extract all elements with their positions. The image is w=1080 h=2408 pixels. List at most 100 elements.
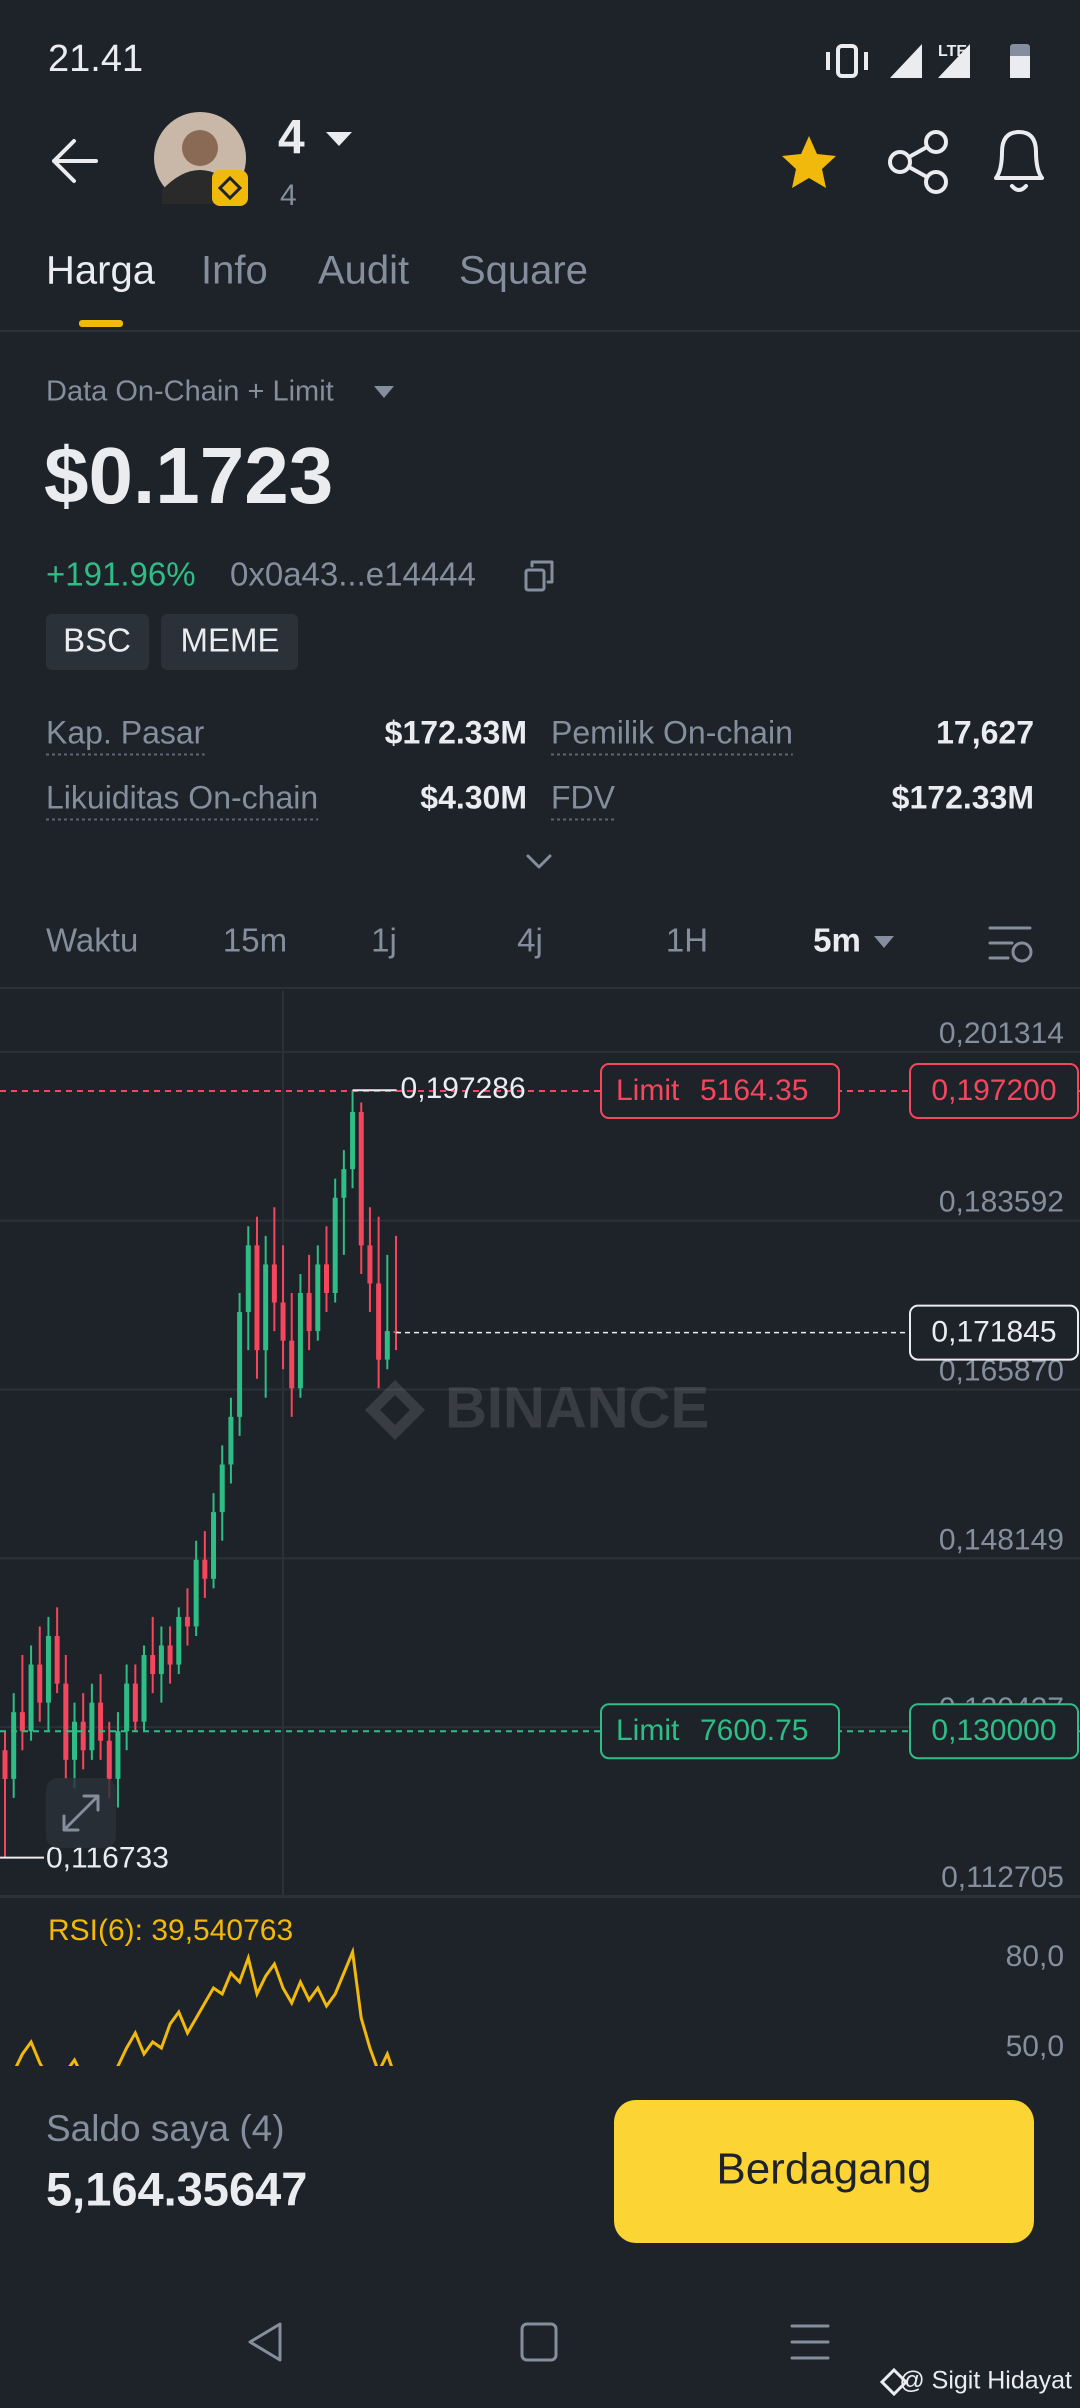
token-title[interactable]: 4 [278,112,305,165]
expand-stats[interactable] [526,854,552,869]
candle-body [271,1264,277,1303]
candle-body [80,1721,86,1751]
candle-body [19,1712,25,1732]
divider [0,987,1080,989]
tab-square[interactable]: Square [459,249,588,293]
tab-info[interactable]: Info [201,249,268,293]
candle-body [2,1750,8,1779]
alert-bell[interactable] [994,130,1044,192]
token-avatar [154,112,248,206]
candle-body [306,1293,312,1332]
candle-body [315,1264,321,1332]
stat-label[interactable]: Likuiditas On-chain [46,779,318,815]
title-dropdown[interactable] [326,132,352,146]
price-change: +191.96% [46,556,196,593]
candle-body [11,1712,17,1779]
price-value: $0.1723 [44,431,333,520]
candle-body [54,1635,60,1684]
limit-label: Limit [616,1714,680,1747]
stat-label[interactable]: Kap. Pasar [46,714,205,750]
stat-value: 17,627 [936,714,1034,750]
candle-body [72,1721,78,1760]
interval[interactable]: 15m [223,922,287,959]
candle-body [323,1264,329,1294]
status-time: 21.41 [48,38,143,80]
limit-label: Limit [616,1074,680,1107]
credit-icon [879,2367,909,2397]
high-label: 0,197286 [401,1072,526,1105]
candle-body [106,1740,112,1779]
chart-settings[interactable] [988,926,1033,963]
candle-body [132,1683,138,1722]
candle-body [37,1664,43,1703]
trade-button[interactable] [614,2100,1034,2243]
divider [0,330,1080,332]
tag-bg [46,614,149,670]
tab-indicator [79,320,123,327]
candle-body [184,1616,190,1627]
candle-body [263,1264,269,1351]
trade-button-label[interactable]: Berdagang [716,2145,931,2194]
candle-body [115,1731,121,1779]
limit-price: 0,197200 [931,1074,1056,1107]
interval[interactable]: 4j [517,922,543,959]
stat-label[interactable]: Pemilik On-chain [551,714,793,750]
candle-body [98,1702,104,1741]
nav-back[interactable] [248,2322,282,2362]
fullscreen-button[interactable] [46,1778,116,1848]
y-tick-label: 0,201314 [939,1017,1064,1050]
interval-dropdown[interactable] [874,936,894,948]
price-source[interactable]: Data On-Chain + Limit [46,376,334,408]
share-button[interactable] [888,130,948,194]
interval-label: Waktu [46,922,138,959]
last-price: 0,171845 [931,1316,1056,1349]
status-icons: LTE [826,43,1030,78]
tag: BSC [63,622,131,659]
candle-body [384,1331,390,1360]
candle-body [176,1616,182,1665]
stat-label[interactable]: FDV [551,779,616,815]
watermark-logo [365,1380,425,1440]
source-dropdown[interactable] [374,386,394,398]
y-tick-label: 0,183592 [939,1186,1064,1219]
candle-body [341,1169,347,1198]
tag-bg [161,614,298,670]
interval[interactable]: 1H [666,922,708,959]
favorite-star[interactable] [782,136,836,188]
rsi-panel: RSI(6): 39,540763 80,0 50,0 [14,1914,1064,2066]
rsi-line [14,1946,393,2066]
tab-audit[interactable]: Audit [318,249,409,293]
fullscreen-icon [62,1794,100,1832]
candle-body [237,1312,243,1417]
price-chart: 0,2013140,1835920,1658700,1481490,130427… [0,991,1080,1897]
nav-menu[interactable] [790,2324,830,2360]
rsi-label: RSI(6): 39,540763 [48,1914,293,1947]
tab-harga[interactable]: Harga [46,249,156,293]
stat-value: $4.30M [420,779,527,815]
stat-value: $172.33M [892,779,1034,815]
candle-body [367,1245,373,1284]
candle-body [376,1283,382,1360]
limit-price-box [909,1703,1079,1760]
limit-box [600,1063,840,1120]
candle-body [297,1293,303,1389]
candle-body [228,1416,234,1465]
copy-button[interactable] [524,560,554,592]
nav-home[interactable] [520,2322,558,2362]
candle-body [211,1512,217,1579]
candle-body [332,1197,338,1294]
stat-value: $172.33M [385,714,527,750]
candle-body [280,1302,286,1341]
limit-price: 0,130000 [931,1714,1056,1747]
token-subtitle: 4 [280,179,297,212]
candle-body [254,1245,260,1351]
interval[interactable]: 1j [371,922,397,959]
limit-amount: 5164.35 [700,1074,808,1107]
interval-selected[interactable]: 5m [813,922,861,959]
back-button[interactable] [52,139,98,183]
limit-price-box [909,1063,1079,1120]
balance-label: Saldo saya (4) [46,2108,285,2149]
candle-body [358,1111,364,1246]
